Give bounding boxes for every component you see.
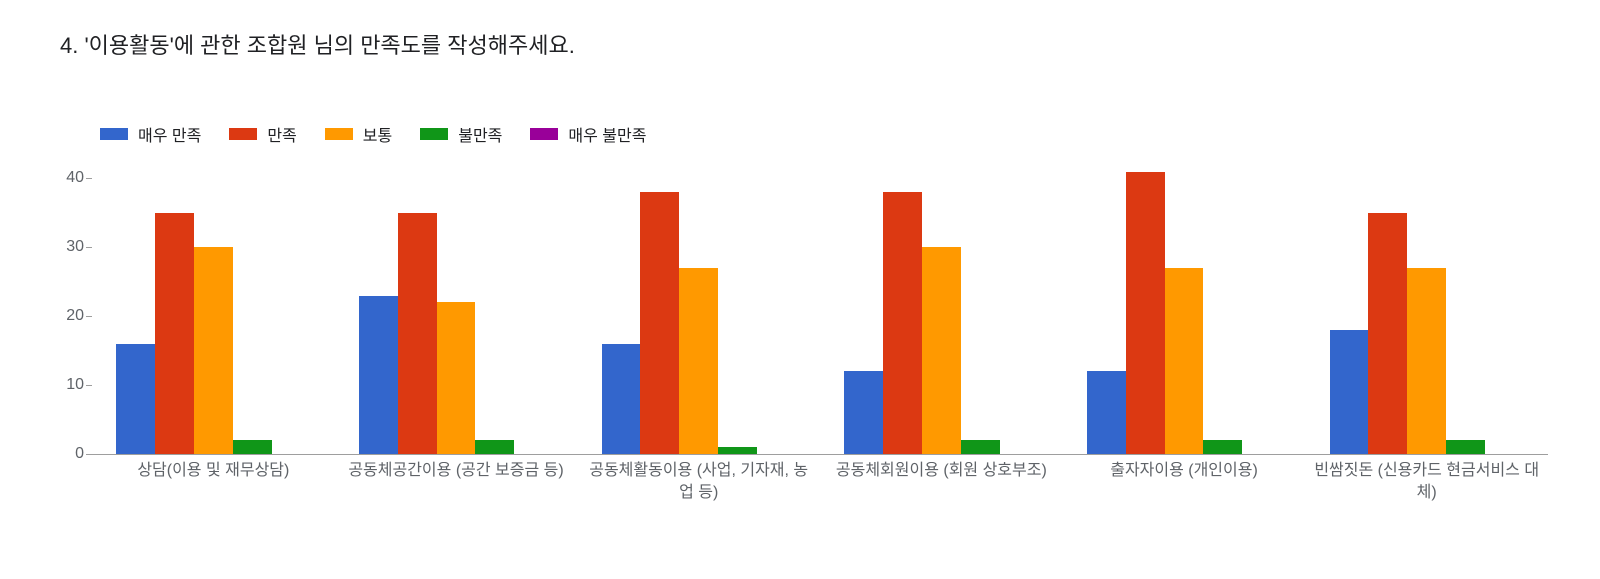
bar <box>922 247 961 454</box>
legend-swatch <box>420 128 448 140</box>
bar-group <box>1305 144 1548 454</box>
x-axis-labels: 상담(이용 및 재무상담) 공동체공간이용 (공간 보증금 등) 공동체활동이용… <box>92 460 1548 504</box>
bar <box>718 447 757 454</box>
legend-swatch <box>229 128 257 140</box>
bar <box>1407 268 1446 454</box>
y-tick-label: 0 <box>75 445 84 463</box>
chart-title: 4. '이용활동'에 관한 조합원 님의 만족도를 작성해주세요. <box>60 28 575 60</box>
legend-swatch <box>530 128 558 140</box>
legend: 매우 만족 만족 보통 불만족 매우 불만족 <box>100 122 646 146</box>
bar-group <box>92 144 335 454</box>
bars <box>602 144 796 454</box>
bar-group <box>577 144 820 454</box>
legend-label: 불만족 <box>458 122 502 146</box>
x-axis-label: 공동체공간이용 (공간 보증금 등) <box>335 460 578 504</box>
bars <box>359 144 553 454</box>
bar <box>233 440 272 454</box>
chart-area: 매우 만족 만족 보통 불만족 매우 불만족 0 10 20 30 40 <box>60 100 1560 540</box>
x-axis-label: 출자자이용 (개인이용) <box>1063 460 1306 504</box>
y-tick-label: 20 <box>66 307 84 325</box>
plot-area: 0 10 20 30 40 <box>92 144 1548 454</box>
bar <box>437 302 476 454</box>
x-axis-label: 상담(이용 및 재무상담) <box>92 460 335 504</box>
bar <box>1446 440 1485 454</box>
legend-label: 만족 <box>267 122 296 146</box>
bar <box>679 268 718 454</box>
bar <box>602 344 641 454</box>
x-axis-label: 공동체활동이용 (사업, 기자재, 농업 등) <box>577 460 820 504</box>
bars <box>1330 144 1524 454</box>
bar <box>155 213 194 454</box>
bar <box>1330 330 1369 454</box>
legend-swatch <box>325 128 353 140</box>
bar <box>844 371 883 454</box>
legend-item: 만족 <box>229 122 296 146</box>
bar <box>194 247 233 454</box>
bar-groups <box>92 144 1548 454</box>
legend-label: 매우 불만족 <box>568 122 646 146</box>
legend-label: 매우 만족 <box>138 122 201 146</box>
bars <box>116 144 310 454</box>
y-tick-label: 40 <box>66 169 84 187</box>
y-tick-label: 30 <box>66 238 84 256</box>
bars <box>844 144 1038 454</box>
bar <box>398 213 437 454</box>
bar <box>1165 268 1204 454</box>
bar <box>1203 440 1242 454</box>
bar <box>640 192 679 454</box>
bar <box>883 192 922 454</box>
bar <box>359 296 398 454</box>
bar-group <box>1063 144 1306 454</box>
x-axis-label: 빈쌈짓돈 (신용카드 현금서비스 대체) <box>1305 460 1548 504</box>
bar <box>1087 371 1126 454</box>
bar <box>475 440 514 454</box>
x-axis-line <box>92 454 1548 455</box>
bar <box>1368 213 1407 454</box>
legend-label: 보통 <box>363 122 392 146</box>
legend-item: 보통 <box>325 122 392 146</box>
legend-item: 매우 만족 <box>100 122 201 146</box>
legend-item: 불만족 <box>420 122 502 146</box>
bar <box>961 440 1000 454</box>
bar <box>116 344 155 454</box>
x-axis-label: 공동체회원이용 (회원 상호부조) <box>820 460 1063 504</box>
bar-group <box>335 144 578 454</box>
y-tick-label: 10 <box>66 376 84 394</box>
bar-group <box>820 144 1063 454</box>
bars <box>1087 144 1281 454</box>
bar <box>1126 172 1165 454</box>
legend-swatch <box>100 128 128 140</box>
legend-item: 매우 불만족 <box>530 122 646 146</box>
